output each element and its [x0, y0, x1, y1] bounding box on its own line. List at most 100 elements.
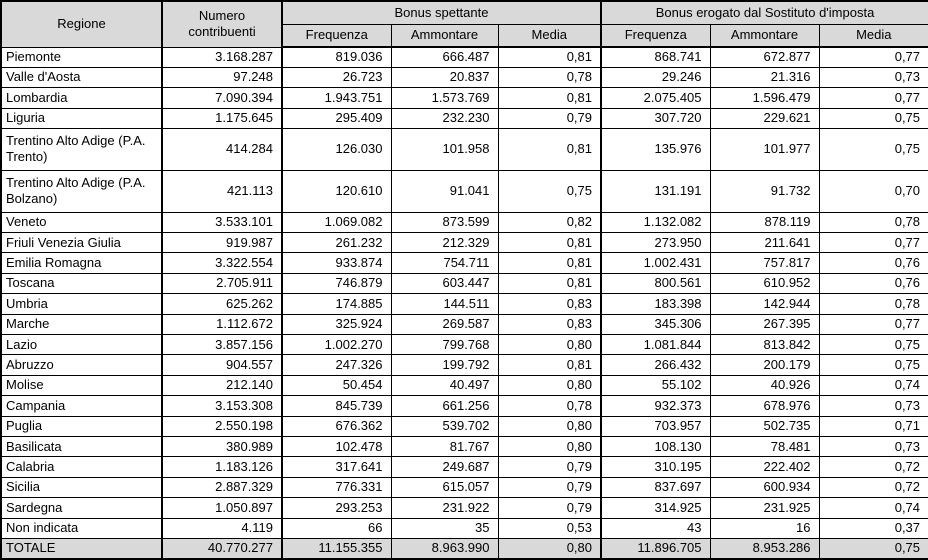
- value-cell: 50.454: [281, 374, 392, 397]
- value-cell: 603.447: [390, 272, 499, 295]
- value-cell: 26.723: [281, 66, 392, 89]
- value-cell: 0,81: [497, 252, 602, 274]
- region-cell: Liguria: [0, 107, 163, 130]
- value-cell: 345.306: [600, 313, 711, 336]
- value-cell: 7.090.394: [161, 87, 283, 109]
- value-cell: 754.711: [390, 252, 499, 274]
- value-cell: 703.957: [600, 415, 711, 437]
- region-cell: Umbria: [0, 293, 163, 315]
- value-cell: 3.857.156: [161, 334, 283, 356]
- value-cell: 0,77: [818, 232, 928, 254]
- value-cell: 231.922: [390, 497, 499, 519]
- col-header-ammontare-spettante: Ammontare: [390, 23, 499, 48]
- value-cell: 1.050.897: [161, 497, 283, 519]
- table-header: Regione Numero contribuenti Bonus spetta…: [0, 0, 928, 48]
- value-cell: 0,70: [818, 169, 928, 213]
- value-cell: 0,74: [818, 374, 928, 397]
- value-cell: 0,80: [497, 334, 602, 356]
- region-cell: Lombardia: [0, 87, 163, 109]
- table-row: Veneto 3.533.101 1.069.082 873.599 0,82 1.132…: [0, 211, 928, 234]
- value-cell: 615.057: [390, 476, 499, 499]
- region-cell: Piemonte: [0, 46, 163, 68]
- region-cell: Campania: [0, 395, 163, 417]
- region-cell: Emilia Romagna: [0, 252, 163, 274]
- value-cell: 101.977: [709, 128, 820, 171]
- value-cell: 91.041: [390, 169, 499, 213]
- value-cell: 3.533.101: [161, 211, 283, 234]
- value-cell: 414.284: [161, 128, 283, 171]
- col-header-frequenza-spettante: Frequenza: [281, 23, 392, 48]
- value-cell: 904.557: [161, 354, 283, 376]
- value-cell: 380.989: [161, 435, 283, 458]
- value-cell: 0,80: [497, 537, 602, 560]
- value-cell: 126.030: [281, 128, 392, 171]
- region-cell: Non indicata: [0, 517, 163, 539]
- value-cell: 3.168.287: [161, 46, 283, 68]
- value-cell: 232.230: [390, 107, 499, 130]
- value-cell: 211.641: [709, 232, 820, 254]
- value-cell: 35: [390, 517, 499, 539]
- value-cell: 0,83: [497, 313, 602, 336]
- value-cell: 8.953.286: [709, 537, 820, 560]
- value-cell: 231.925: [709, 497, 820, 519]
- value-cell: 600.934: [709, 476, 820, 499]
- value-cell: 873.599: [390, 211, 499, 234]
- value-cell: 267.395: [709, 313, 820, 336]
- value-cell: 0,75: [818, 334, 928, 356]
- value-cell: 2.887.329: [161, 476, 283, 499]
- table-row: Trentino Alto Adige (P.A. Trento) 414.284…: [0, 128, 928, 171]
- value-cell: 101.958: [390, 128, 499, 171]
- table-row: Puglia 2.550.198 676.362 539.702 0,80 703.957…: [0, 415, 928, 437]
- table-row: Marche 1.112.672 325.924 269.587 0,83 345.306…: [0, 313, 928, 336]
- region-cell: Abruzzo: [0, 354, 163, 376]
- value-cell: 174.885: [281, 293, 392, 315]
- table-row: Basilicata 380.989 102.478 81.767 0,80 108.13…: [0, 435, 928, 458]
- table-row: Sicilia 2.887.329 776.331 615.057 0,79 837.69…: [0, 476, 928, 499]
- table-row: Trentino Alto Adige (P.A. Bolzano) 421.11…: [0, 169, 928, 213]
- value-cell: 0,77: [818, 313, 928, 336]
- value-cell: 0,81: [497, 128, 602, 171]
- total-row: TOTALE 40.770.277 11.155.355 8.963.990 0,80 1…: [0, 537, 928, 560]
- value-cell: 0,79: [497, 497, 602, 519]
- table-row: Friuli Venezia Giulia 919.987 261.232 212.3…: [0, 232, 928, 254]
- table-row: Umbria 625.262 174.885 144.511 0,83 183.398 14…: [0, 293, 928, 315]
- value-cell: 29.246: [600, 66, 711, 89]
- value-cell: 0,78: [818, 293, 928, 315]
- value-cell: 11.896.705: [600, 537, 711, 560]
- col-header-ammontare-erogato: Ammontare: [709, 23, 820, 48]
- value-cell: 20.837: [390, 66, 499, 89]
- value-cell: 120.610: [281, 169, 392, 213]
- region-cell: Friuli Venezia Giulia: [0, 232, 163, 254]
- value-cell: 0,81: [497, 232, 602, 254]
- value-cell: 610.952: [709, 272, 820, 295]
- value-cell: 0,73: [818, 435, 928, 458]
- value-cell: 0,83: [497, 293, 602, 315]
- value-cell: 0,75: [818, 107, 928, 130]
- value-cell: 40.497: [390, 374, 499, 397]
- value-cell: 0,74: [818, 497, 928, 519]
- table-row: Toscana 2.705.911 746.879 603.447 0,81 800.56…: [0, 272, 928, 295]
- table-row: Campania 3.153.308 845.739 661.256 0,78 932.3…: [0, 395, 928, 417]
- value-cell: 3.322.554: [161, 252, 283, 274]
- value-cell: 813.842: [709, 334, 820, 356]
- value-cell: 502.735: [709, 415, 820, 437]
- header-row-groups: Regione Numero contribuenti Bonus spetta…: [0, 0, 928, 48]
- table-row: Molise 212.140 50.454 40.497 0,80 55.102 40.92…: [0, 374, 928, 397]
- value-cell: 247.326: [281, 354, 392, 376]
- value-cell: 799.768: [390, 334, 499, 356]
- value-cell: 776.331: [281, 476, 392, 499]
- value-cell: 0,73: [818, 66, 928, 89]
- value-cell: 102.478: [281, 435, 392, 458]
- value-cell: 0,75: [497, 169, 602, 213]
- value-cell: 229.621: [709, 107, 820, 130]
- value-cell: 919.987: [161, 232, 283, 254]
- value-cell: 0,80: [497, 435, 602, 458]
- value-cell: 878.119: [709, 211, 820, 234]
- value-cell: 249.687: [390, 456, 499, 478]
- value-cell: 4.119: [161, 517, 283, 539]
- value-cell: 0,78: [497, 395, 602, 417]
- region-cell: Basilicata: [0, 435, 163, 458]
- value-cell: 0,79: [497, 456, 602, 478]
- region-cell: Molise: [0, 374, 163, 397]
- value-cell: 295.409: [281, 107, 392, 130]
